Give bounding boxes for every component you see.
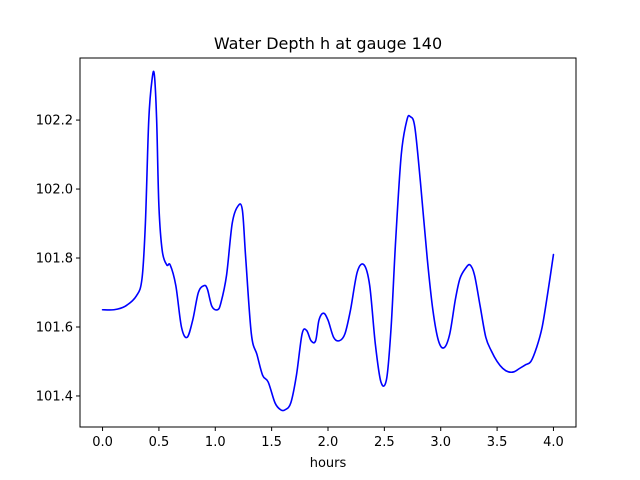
x-tick-label: 1.0 — [205, 435, 226, 450]
chart-title: Water Depth h at gauge 140 — [214, 34, 442, 53]
y-axis-ticks: 101.4 101.6 101.8 102.0 102.2 — [36, 114, 80, 404]
x-axis-ticks: 0.0 0.5 1.0 1.5 2.0 2.5 3.0 3.5 4.0 — [92, 427, 564, 450]
x-tick-label: 0.0 — [92, 435, 113, 450]
x-tick-label: 2.5 — [374, 435, 395, 450]
y-tick-label: 101.4 — [36, 389, 73, 404]
x-axis-label: hours — [310, 456, 347, 471]
x-tick-label: 3.5 — [487, 435, 508, 450]
x-tick-label: 1.5 — [261, 435, 282, 450]
x-tick-label: 4.0 — [543, 435, 564, 450]
y-tick-label: 102.2 — [36, 114, 73, 129]
y-tick-label: 102.0 — [36, 183, 73, 198]
x-tick-label: 0.5 — [149, 435, 170, 450]
x-tick-label: 2.0 — [318, 435, 339, 450]
series-layer — [101, 70, 555, 412]
plot-area — [80, 58, 576, 427]
series-line — [101, 70, 555, 412]
y-tick-label: 101.6 — [36, 320, 73, 335]
y-tick-label: 101.8 — [36, 252, 73, 267]
x-tick-label: 3.0 — [430, 435, 451, 450]
